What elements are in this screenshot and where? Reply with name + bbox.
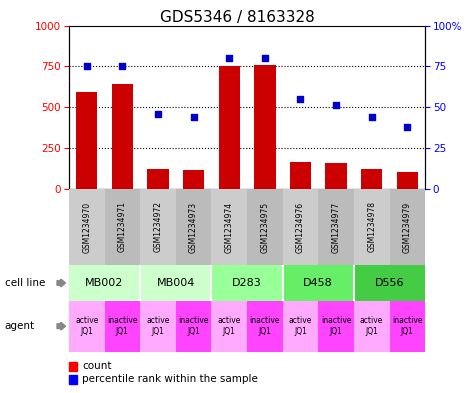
Bar [354, 265, 425, 301]
Text: MB002: MB002 [86, 278, 124, 288]
Text: active
JQ1: active JQ1 [75, 316, 98, 336]
Bar [354, 189, 390, 265]
Text: count: count [82, 361, 112, 371]
Text: cell line: cell line [5, 278, 45, 288]
Bar [183, 170, 204, 189]
Bar [147, 169, 169, 189]
Text: active
JQ1: active JQ1 [146, 316, 170, 336]
Point [296, 96, 304, 102]
Point [190, 114, 198, 120]
Bar [211, 189, 247, 265]
Bar [397, 172, 418, 189]
Text: GSM1234972: GSM1234972 [153, 202, 162, 252]
Bar [69, 265, 140, 301]
Bar [361, 169, 382, 189]
Text: MB004: MB004 [157, 278, 195, 288]
Bar [176, 301, 211, 352]
Text: GSM1234975: GSM1234975 [260, 201, 269, 253]
Bar [211, 265, 283, 301]
Text: agent: agent [5, 321, 35, 331]
Text: D556: D556 [375, 278, 404, 288]
Bar [104, 189, 140, 265]
Text: GSM1234976: GSM1234976 [296, 201, 305, 253]
Text: GSM1234977: GSM1234977 [332, 201, 341, 253]
Bar [254, 65, 276, 189]
Text: GSM1234970: GSM1234970 [82, 201, 91, 253]
Bar [140, 265, 211, 301]
Bar [318, 301, 354, 352]
Bar [283, 265, 354, 301]
Bar [247, 189, 283, 265]
Text: GSM1234973: GSM1234973 [189, 201, 198, 253]
Bar [354, 301, 390, 352]
Bar [247, 301, 283, 352]
Text: GSM1234978: GSM1234978 [367, 202, 376, 252]
Bar [325, 163, 347, 189]
Text: inactive
JQ1: inactive JQ1 [321, 316, 352, 336]
Point [368, 114, 375, 120]
Text: GDS5346 / 8163328: GDS5346 / 8163328 [160, 10, 315, 25]
Text: GSM1234971: GSM1234971 [118, 202, 127, 252]
Bar [390, 189, 425, 265]
Bar [69, 189, 104, 265]
Point [403, 123, 411, 130]
Text: active
JQ1: active JQ1 [218, 316, 241, 336]
Point [225, 55, 233, 61]
Bar [318, 189, 354, 265]
Text: inactive
JQ1: inactive JQ1 [249, 316, 280, 336]
Bar [76, 92, 97, 189]
Text: active
JQ1: active JQ1 [289, 316, 312, 336]
Text: inactive
JQ1: inactive JQ1 [392, 316, 423, 336]
Text: GSM1234979: GSM1234979 [403, 201, 412, 253]
Bar [290, 162, 311, 189]
Text: inactive
JQ1: inactive JQ1 [107, 316, 138, 336]
Point [261, 55, 269, 61]
Bar [283, 301, 318, 352]
Text: GSM1234974: GSM1234974 [225, 201, 234, 253]
Bar [390, 301, 425, 352]
Bar [112, 84, 133, 189]
Point [119, 63, 126, 70]
Text: active
JQ1: active JQ1 [360, 316, 383, 336]
Bar [69, 301, 104, 352]
Text: inactive
JQ1: inactive JQ1 [178, 316, 209, 336]
Point [83, 63, 90, 70]
Point [332, 102, 340, 108]
Bar [211, 301, 247, 352]
Bar [218, 66, 240, 189]
Bar [104, 301, 140, 352]
Bar [176, 189, 211, 265]
Point [154, 110, 162, 117]
Bar [140, 189, 176, 265]
Bar [283, 189, 318, 265]
Bar [140, 301, 176, 352]
Text: D283: D283 [232, 278, 262, 288]
Text: D458: D458 [304, 278, 333, 288]
Text: percentile rank within the sample: percentile rank within the sample [82, 374, 258, 384]
